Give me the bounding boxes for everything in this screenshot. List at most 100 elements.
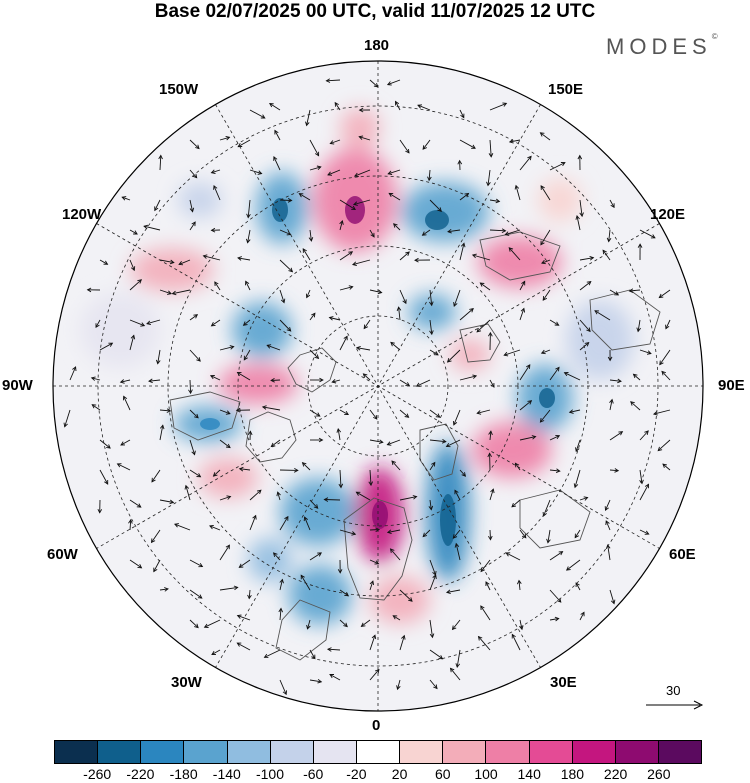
- wind-arrow: [219, 345, 235, 351]
- wind-arrow: [121, 196, 131, 201]
- wind-arrow: [148, 378, 161, 384]
- wind-arrow: [549, 616, 560, 622]
- colorbar-cell: [485, 741, 529, 763]
- wind-arrow: [339, 335, 348, 351]
- anomaly-patch: [566, 300, 634, 380]
- wind-arrow: [159, 499, 175, 505]
- wind-arrow: [309, 139, 320, 157]
- wind-arrow: [189, 409, 199, 419]
- wind-arrow: [399, 251, 410, 261]
- wind-arrow: [143, 224, 161, 231]
- map-title: Base 02/07/2025 00 UTC, valid 11/07/2025…: [154, 1, 596, 22]
- wind-arrow: [189, 559, 204, 568]
- wind-arrow: [97, 499, 103, 514]
- wind-arrow: [488, 331, 493, 351]
- wind-arrow: [263, 649, 281, 659]
- wind-arrow: [189, 469, 202, 478]
- wind-arrow: [605, 544, 611, 561]
- wind-arrow: [99, 439, 111, 449]
- wind-arrow: [245, 280, 251, 291]
- wind-arrow: [639, 430, 649, 441]
- wind-arrow: [391, 460, 401, 471]
- colorbar-tick-label: 20: [391, 766, 408, 782]
- colorbar: [54, 740, 702, 764]
- wind-arrow: [362, 373, 371, 381]
- anomaly-field: [53, 61, 703, 711]
- wind-arrow: [339, 285, 354, 291]
- wind-arrow: [325, 78, 341, 83]
- wind-arrow: [302, 248, 311, 261]
- wind-arrow: [579, 255, 595, 261]
- wind-arrow: [309, 165, 322, 171]
- wind-arrow: [414, 257, 431, 263]
- wind-arrow: [429, 349, 439, 356]
- wind-arrow: [129, 229, 138, 235]
- wind-arrow: [487, 452, 492, 471]
- wind-arrow: [511, 633, 521, 651]
- wind-arrow: [247, 589, 252, 600]
- wind-arrow: [122, 395, 131, 411]
- colorbar-tick-label: -100: [255, 766, 285, 782]
- wind-arrow: [505, 552, 521, 561]
- wind-arrow: [188, 379, 193, 395]
- lon-label-150e: 150E: [548, 81, 584, 98]
- anomaly-patch: [472, 422, 552, 478]
- wind-arrow: [150, 529, 161, 544]
- wind-arrow: [459, 469, 467, 477]
- wind-arrow: [369, 289, 383, 295]
- wind-arrow: [120, 439, 131, 446]
- wind-arrow: [309, 552, 322, 561]
- colorbar-cell: [269, 741, 313, 763]
- wind-arrow: [189, 589, 203, 599]
- anomaly-patch: [198, 458, 258, 498]
- anomaly-patch: [408, 294, 456, 330]
- map-boundary: [52, 60, 704, 712]
- anomaly-patch: [248, 538, 292, 582]
- colorbar-cell: [571, 741, 615, 763]
- colorbar-cell: [140, 741, 184, 763]
- wind-arrow: [388, 192, 401, 201]
- wind-arrow: [358, 107, 371, 113]
- wind-arrow: [453, 289, 461, 307]
- modes-logo: MODES©: [606, 32, 718, 59]
- wind-arrow: [577, 154, 583, 171]
- wind-arrow: [309, 409, 321, 417]
- wind-arrow: [339, 251, 354, 261]
- wind-arrow: [279, 578, 284, 591]
- wind-arrow: [310, 437, 324, 443]
- wind-arrow: [351, 259, 371, 266]
- colorbar-tick-label: -20: [346, 766, 367, 782]
- colorbar-tick-label: 180: [560, 766, 585, 782]
- wind-arrow: [508, 247, 521, 261]
- wind-arrow: [652, 409, 671, 416]
- wind-arrow: [129, 319, 146, 327]
- colorbar-cell: [183, 741, 227, 763]
- wind-arrow: [323, 497, 341, 502]
- wind-arrow: [503, 349, 521, 357]
- wind-arrow: [605, 520, 611, 531]
- wind-arrow: [360, 619, 371, 627]
- wind-arrow: [363, 319, 371, 330]
- wind-arrow: [159, 259, 175, 265]
- colorbar-cell: [442, 741, 486, 763]
- wind-arrow: [210, 319, 221, 327]
- colorbar-cell: [355, 741, 400, 763]
- lon-label-90w: 90W: [2, 377, 33, 394]
- wind-arrow: [609, 468, 620, 473]
- wind-arrow: [245, 229, 251, 244]
- wind-arrow: [519, 307, 526, 321]
- wind-arrow: [546, 529, 551, 544]
- wind-arrow: [399, 289, 407, 305]
- colorbar-cell: [226, 741, 270, 763]
- wind-vectors: [63, 78, 671, 696]
- wind-arrow: [665, 319, 671, 330]
- wind-arrow: [446, 349, 461, 363]
- wind-arrow: [63, 409, 71, 428]
- wind-arrow: [389, 548, 401, 561]
- wind-arrow: [602, 249, 611, 261]
- wind-arrow: [504, 229, 521, 236]
- wind-arrow: [540, 229, 551, 246]
- wind-arrow: [116, 463, 131, 471]
- wind-arrow: [399, 409, 410, 418]
- wind-arrow: [579, 319, 591, 333]
